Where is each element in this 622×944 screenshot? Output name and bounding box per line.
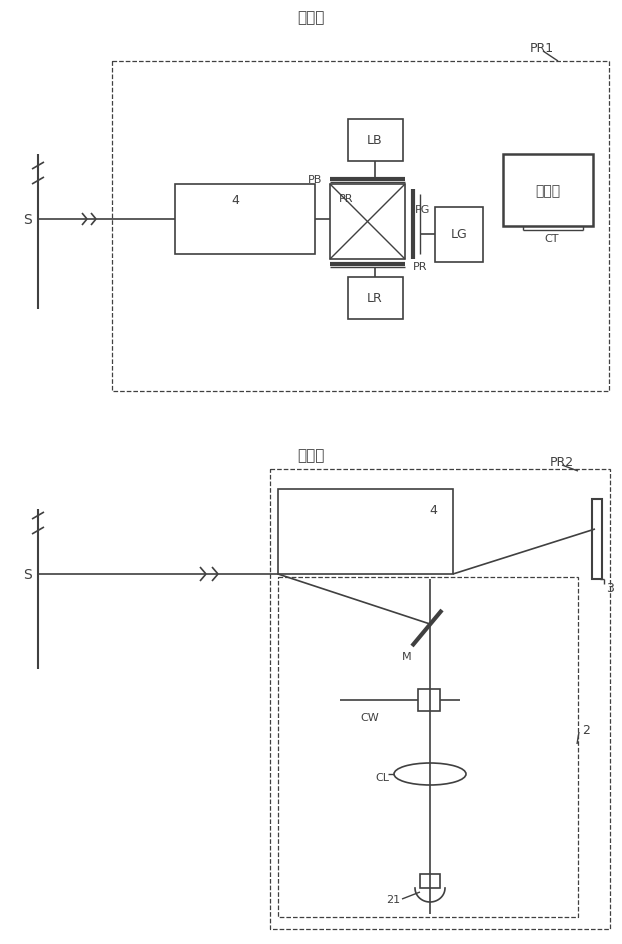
Bar [420, 874, 440, 888]
Bar [270, 469, 610, 929]
Text: 4: 4 [429, 503, 437, 516]
Text: PB: PB [308, 175, 322, 185]
Text: PG: PG [415, 205, 430, 215]
Bar [175, 185, 315, 255]
Text: LB: LB [367, 134, 383, 147]
Text: 制御部: 制御部 [536, 184, 560, 198]
Bar [330, 185, 405, 260]
Bar [348, 120, 403, 161]
Text: （ａ）: （ａ） [297, 10, 325, 25]
Bar [348, 278, 403, 320]
Text: 3: 3 [606, 581, 614, 594]
Text: CL: CL [375, 772, 389, 783]
Text: LG: LG [450, 228, 467, 242]
Bar [503, 155, 593, 227]
Text: 21: 21 [386, 894, 400, 904]
Text: PR: PR [413, 261, 427, 272]
Bar [278, 578, 578, 917]
Text: PR: PR [339, 194, 353, 204]
Bar [435, 208, 483, 262]
Bar [112, 62, 609, 392]
Text: PR1: PR1 [530, 42, 554, 55]
Text: （ｂ）: （ｂ） [297, 448, 325, 463]
Text: PR2: PR2 [550, 455, 574, 468]
Text: M: M [402, 651, 412, 662]
Text: 2: 2 [582, 723, 590, 735]
Bar [592, 499, 602, 580]
Text: LR: LR [367, 293, 383, 305]
Text: CW: CW [360, 712, 379, 722]
Text: CT: CT [545, 234, 559, 244]
Text: S: S [24, 212, 32, 227]
Text: 4: 4 [231, 194, 239, 207]
Bar [278, 490, 453, 574]
Text: S: S [24, 567, 32, 582]
Bar [418, 689, 440, 711]
